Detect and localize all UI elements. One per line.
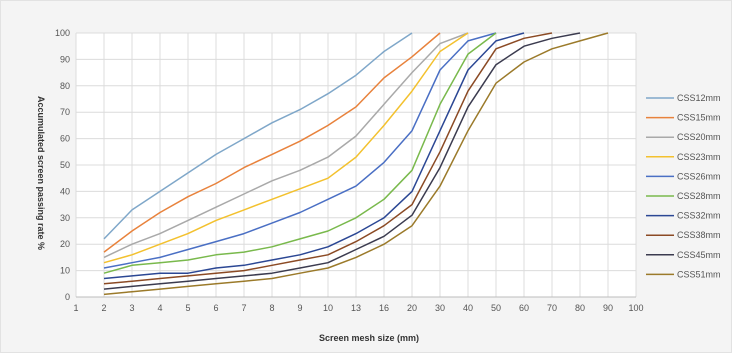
x-tick-label: 50 <box>491 303 501 313</box>
x-tick-label: 5 <box>185 303 190 313</box>
series-line-css15mm <box>103 32 441 253</box>
x-tick-label: 40 <box>463 303 473 313</box>
series-line-css20mm <box>103 32 469 259</box>
series-line-css12mm <box>103 32 413 240</box>
series-line-css38mm <box>103 32 553 285</box>
legend-label: CSS20mm <box>677 132 721 142</box>
x-tick-label: 3 <box>129 303 134 313</box>
legend: CSS12mm CSS15mm CSS20mm CSS23mm CSS26mm CSS28… <box>646 93 721 279</box>
y-tick-label: 80 <box>60 81 70 91</box>
x-axis-title: Screen mesh size (mm) <box>319 333 419 343</box>
x-tick-label: 16 <box>379 303 389 313</box>
x-tick-label: 10 <box>323 303 333 313</box>
x-tick-label: 9 <box>297 303 302 313</box>
y-tick-label: 50 <box>60 160 70 170</box>
x-tick-label: 100 <box>628 303 643 313</box>
y-tick-label: 0 <box>65 292 70 302</box>
series-lines <box>103 32 609 296</box>
y-tick-label: 30 <box>60 213 70 223</box>
x-tick-label: 80 <box>575 303 585 313</box>
x-tick-label: 7 <box>241 303 246 313</box>
y-tick-label: 70 <box>60 107 70 117</box>
y-tick-label: 20 <box>60 239 70 249</box>
legend-label: CSS45mm <box>677 250 721 260</box>
axes: 1 2 3 4 5 6 7 8 9 10 13 16 20 30 40 50 60 70 80 90 100 0 10 20 3… <box>55 28 644 313</box>
grid <box>75 32 637 298</box>
x-tick-label: 30 <box>435 303 445 313</box>
y-tick-label: 90 <box>60 54 70 64</box>
x-tick-label: 20 <box>407 303 417 313</box>
x-tick-label: 4 <box>157 303 162 313</box>
y-tick-label: 40 <box>60 186 70 196</box>
series-line-css26mm <box>103 32 497 269</box>
series-line-css23mm <box>103 32 469 264</box>
legend-label: CSS28mm <box>677 191 721 201</box>
series-line-css45mm <box>103 32 581 290</box>
x-tick-label: 13 <box>351 303 361 313</box>
x-tick-label: 2 <box>101 303 106 313</box>
y-tick-label: 10 <box>60 266 70 276</box>
x-tick-label: 8 <box>269 303 274 313</box>
y-tick-label: 100 <box>55 28 70 38</box>
x-tick-label: 90 <box>603 303 613 313</box>
series-line-css32mm <box>103 32 525 280</box>
x-tick-label: 60 <box>519 303 529 313</box>
x-tick-label: 6 <box>213 303 218 313</box>
legend-label: CSS51mm <box>677 269 721 279</box>
series-line-css51mm <box>103 32 609 296</box>
legend-label: CSS38mm <box>677 230 721 240</box>
legend-label: CSS15mm <box>677 113 721 123</box>
legend-label: CSS32mm <box>677 211 721 221</box>
series-line-css28mm <box>103 32 497 274</box>
y-tick-label: 60 <box>60 134 70 144</box>
legend-label: CSS26mm <box>677 171 721 181</box>
x-tick-label: 1 <box>73 303 78 313</box>
y-axis-title: Accumulated screen passing rate % <box>36 96 46 250</box>
legend-label: CSS23mm <box>677 152 721 162</box>
x-tick-label: 70 <box>547 303 557 313</box>
legend-label: CSS12mm <box>677 93 721 103</box>
